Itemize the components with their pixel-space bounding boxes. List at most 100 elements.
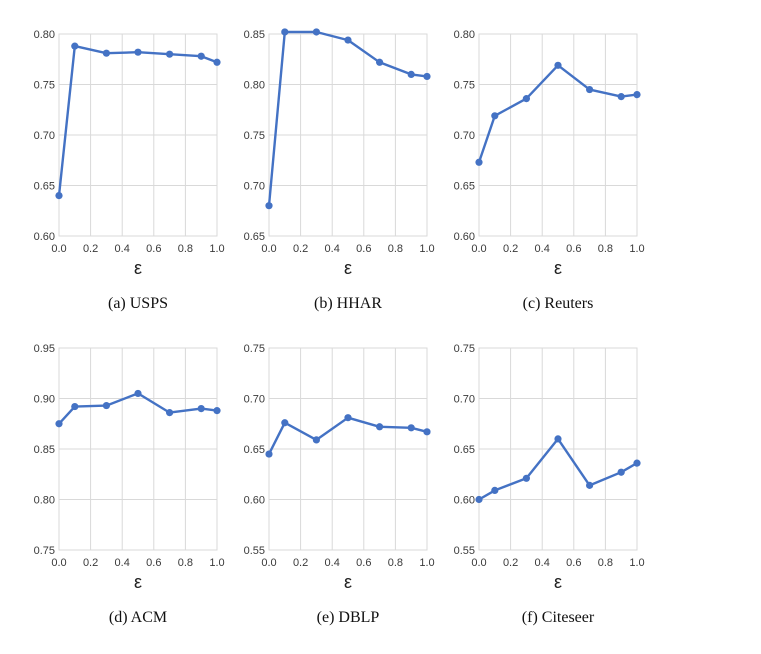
- x-axis-label: ε: [134, 572, 142, 592]
- series-line: [59, 393, 217, 423]
- y-tick-label: 0.60: [244, 495, 265, 507]
- data-point: [281, 419, 288, 426]
- y-tick-label: 0.55: [454, 545, 475, 557]
- x-tick-label: 0.8: [178, 243, 193, 255]
- x-tick-label: 0.2: [83, 557, 98, 569]
- chart-panel-5: 0.55 0.60 0.65 0.70 0.75 0.0 0.2 0.4 0.6 0.8 1.0 ε (…: [244, 343, 435, 626]
- x-tick-label: 0.6: [566, 557, 581, 569]
- y-tick-label: 0.75: [454, 80, 475, 92]
- panel-caption: (f) Citeseer: [522, 609, 595, 626]
- x-tick-label: 1.0: [209, 557, 224, 569]
- y-tick-label: 0.65: [454, 444, 475, 456]
- x-axis-label: ε: [344, 258, 352, 278]
- x-tick-label: 0.0: [471, 243, 486, 255]
- data-point: [55, 192, 62, 199]
- x-axis-label: ε: [554, 572, 562, 592]
- x-tick-label: 0.2: [503, 243, 518, 255]
- y-tick-label: 0.65: [454, 181, 475, 193]
- data-point: [586, 86, 593, 93]
- y-tick-label: 0.75: [244, 343, 265, 355]
- y-tick-label: 0.60: [34, 231, 55, 243]
- y-tick-label: 0.65: [34, 181, 55, 193]
- panel-caption: (c) Reuters: [523, 295, 594, 312]
- x-tick-label: 0.8: [598, 243, 613, 255]
- x-tick-label: 0.4: [325, 557, 340, 569]
- x-tick-label: 0.0: [261, 557, 276, 569]
- data-point: [633, 91, 640, 98]
- y-tick-label: 0.85: [34, 444, 55, 456]
- data-point: [475, 159, 482, 166]
- x-tick-label: 0.6: [356, 243, 371, 255]
- y-tick-label: 0.85: [244, 29, 265, 41]
- y-tick-label: 0.70: [34, 130, 55, 142]
- x-axis-label: ε: [554, 258, 562, 278]
- data-point: [554, 435, 561, 442]
- data-point: [71, 403, 78, 410]
- data-point: [523, 475, 530, 482]
- x-tick-label: 0.6: [356, 557, 371, 569]
- y-tick-label: 0.75: [454, 343, 475, 355]
- x-axis-label: ε: [134, 258, 142, 278]
- x-tick-label: 0.4: [535, 243, 550, 255]
- data-point: [313, 436, 320, 443]
- data-point: [618, 93, 625, 100]
- data-point: [265, 450, 272, 457]
- data-point: [554, 62, 561, 69]
- y-tick-label: 0.75: [244, 130, 265, 142]
- panel-caption: (e) DBLP: [317, 609, 380, 626]
- y-tick-label: 0.60: [454, 495, 475, 507]
- data-point: [281, 28, 288, 35]
- data-point: [265, 202, 272, 209]
- data-point: [313, 28, 320, 35]
- x-tick-label: 0.0: [51, 243, 66, 255]
- x-tick-label: 0.2: [83, 243, 98, 255]
- data-point: [491, 112, 498, 119]
- x-tick-label: 0.2: [503, 557, 518, 569]
- data-point: [344, 414, 351, 421]
- data-point: [55, 420, 62, 427]
- x-tick-label: 0.8: [388, 243, 403, 255]
- data-point: [213, 407, 220, 414]
- x-tick-label: 0.0: [261, 243, 276, 255]
- x-tick-label: 0.4: [535, 557, 550, 569]
- data-point: [134, 390, 141, 397]
- x-tick-label: 0.6: [146, 557, 161, 569]
- data-point: [103, 402, 110, 409]
- y-tick-label: 0.80: [454, 29, 475, 41]
- y-tick-label: 0.70: [454, 130, 475, 142]
- data-point: [134, 49, 141, 56]
- x-tick-label: 0.4: [115, 243, 130, 255]
- x-tick-label: 0.8: [598, 557, 613, 569]
- data-point: [423, 428, 430, 435]
- data-point: [618, 469, 625, 476]
- x-tick-label: 0.8: [178, 557, 193, 569]
- y-tick-label: 0.80: [34, 495, 55, 507]
- chart-panel-2: 0.65 0.70 0.75 0.80 0.85 0.0 0.2 0.4 0.6 0.8 1.0 ε (…: [244, 28, 435, 312]
- data-point: [198, 405, 205, 412]
- data-point: [586, 482, 593, 489]
- panel-caption: (b) HHAR: [314, 295, 382, 312]
- chart-panel-6: 0.55 0.60 0.65 0.70 0.75 0.0 0.2 0.4 0.6 0.8 1.0 ε (…: [454, 343, 645, 626]
- y-tick-label: 0.70: [244, 394, 265, 406]
- series-line: [59, 46, 217, 196]
- data-point: [213, 59, 220, 66]
- data-point: [103, 50, 110, 57]
- data-point: [408, 424, 415, 431]
- x-axis-label: ε: [344, 572, 352, 592]
- panel-caption: (a) USPS: [108, 295, 168, 312]
- data-point: [166, 51, 173, 58]
- x-tick-label: 1.0: [419, 243, 434, 255]
- x-tick-label: 1.0: [629, 243, 644, 255]
- y-tick-label: 0.70: [454, 394, 475, 406]
- x-tick-label: 0.4: [115, 557, 130, 569]
- x-tick-label: 1.0: [419, 557, 434, 569]
- data-point: [491, 487, 498, 494]
- chart-panel-4: 0.75 0.80 0.85 0.90 0.95 0.0 0.2 0.4 0.6 0.8 1.0 ε (…: [34, 343, 225, 626]
- chart-panel-1: 0.60 0.65 0.70 0.75 0.80 0.0 0.2 0.4 0.6 0.8 1.0 ε (…: [34, 29, 225, 312]
- data-point: [408, 71, 415, 78]
- y-tick-label: 0.90: [34, 394, 55, 406]
- series-line: [269, 32, 427, 206]
- data-point: [523, 95, 530, 102]
- y-tick-label: 0.75: [34, 545, 55, 557]
